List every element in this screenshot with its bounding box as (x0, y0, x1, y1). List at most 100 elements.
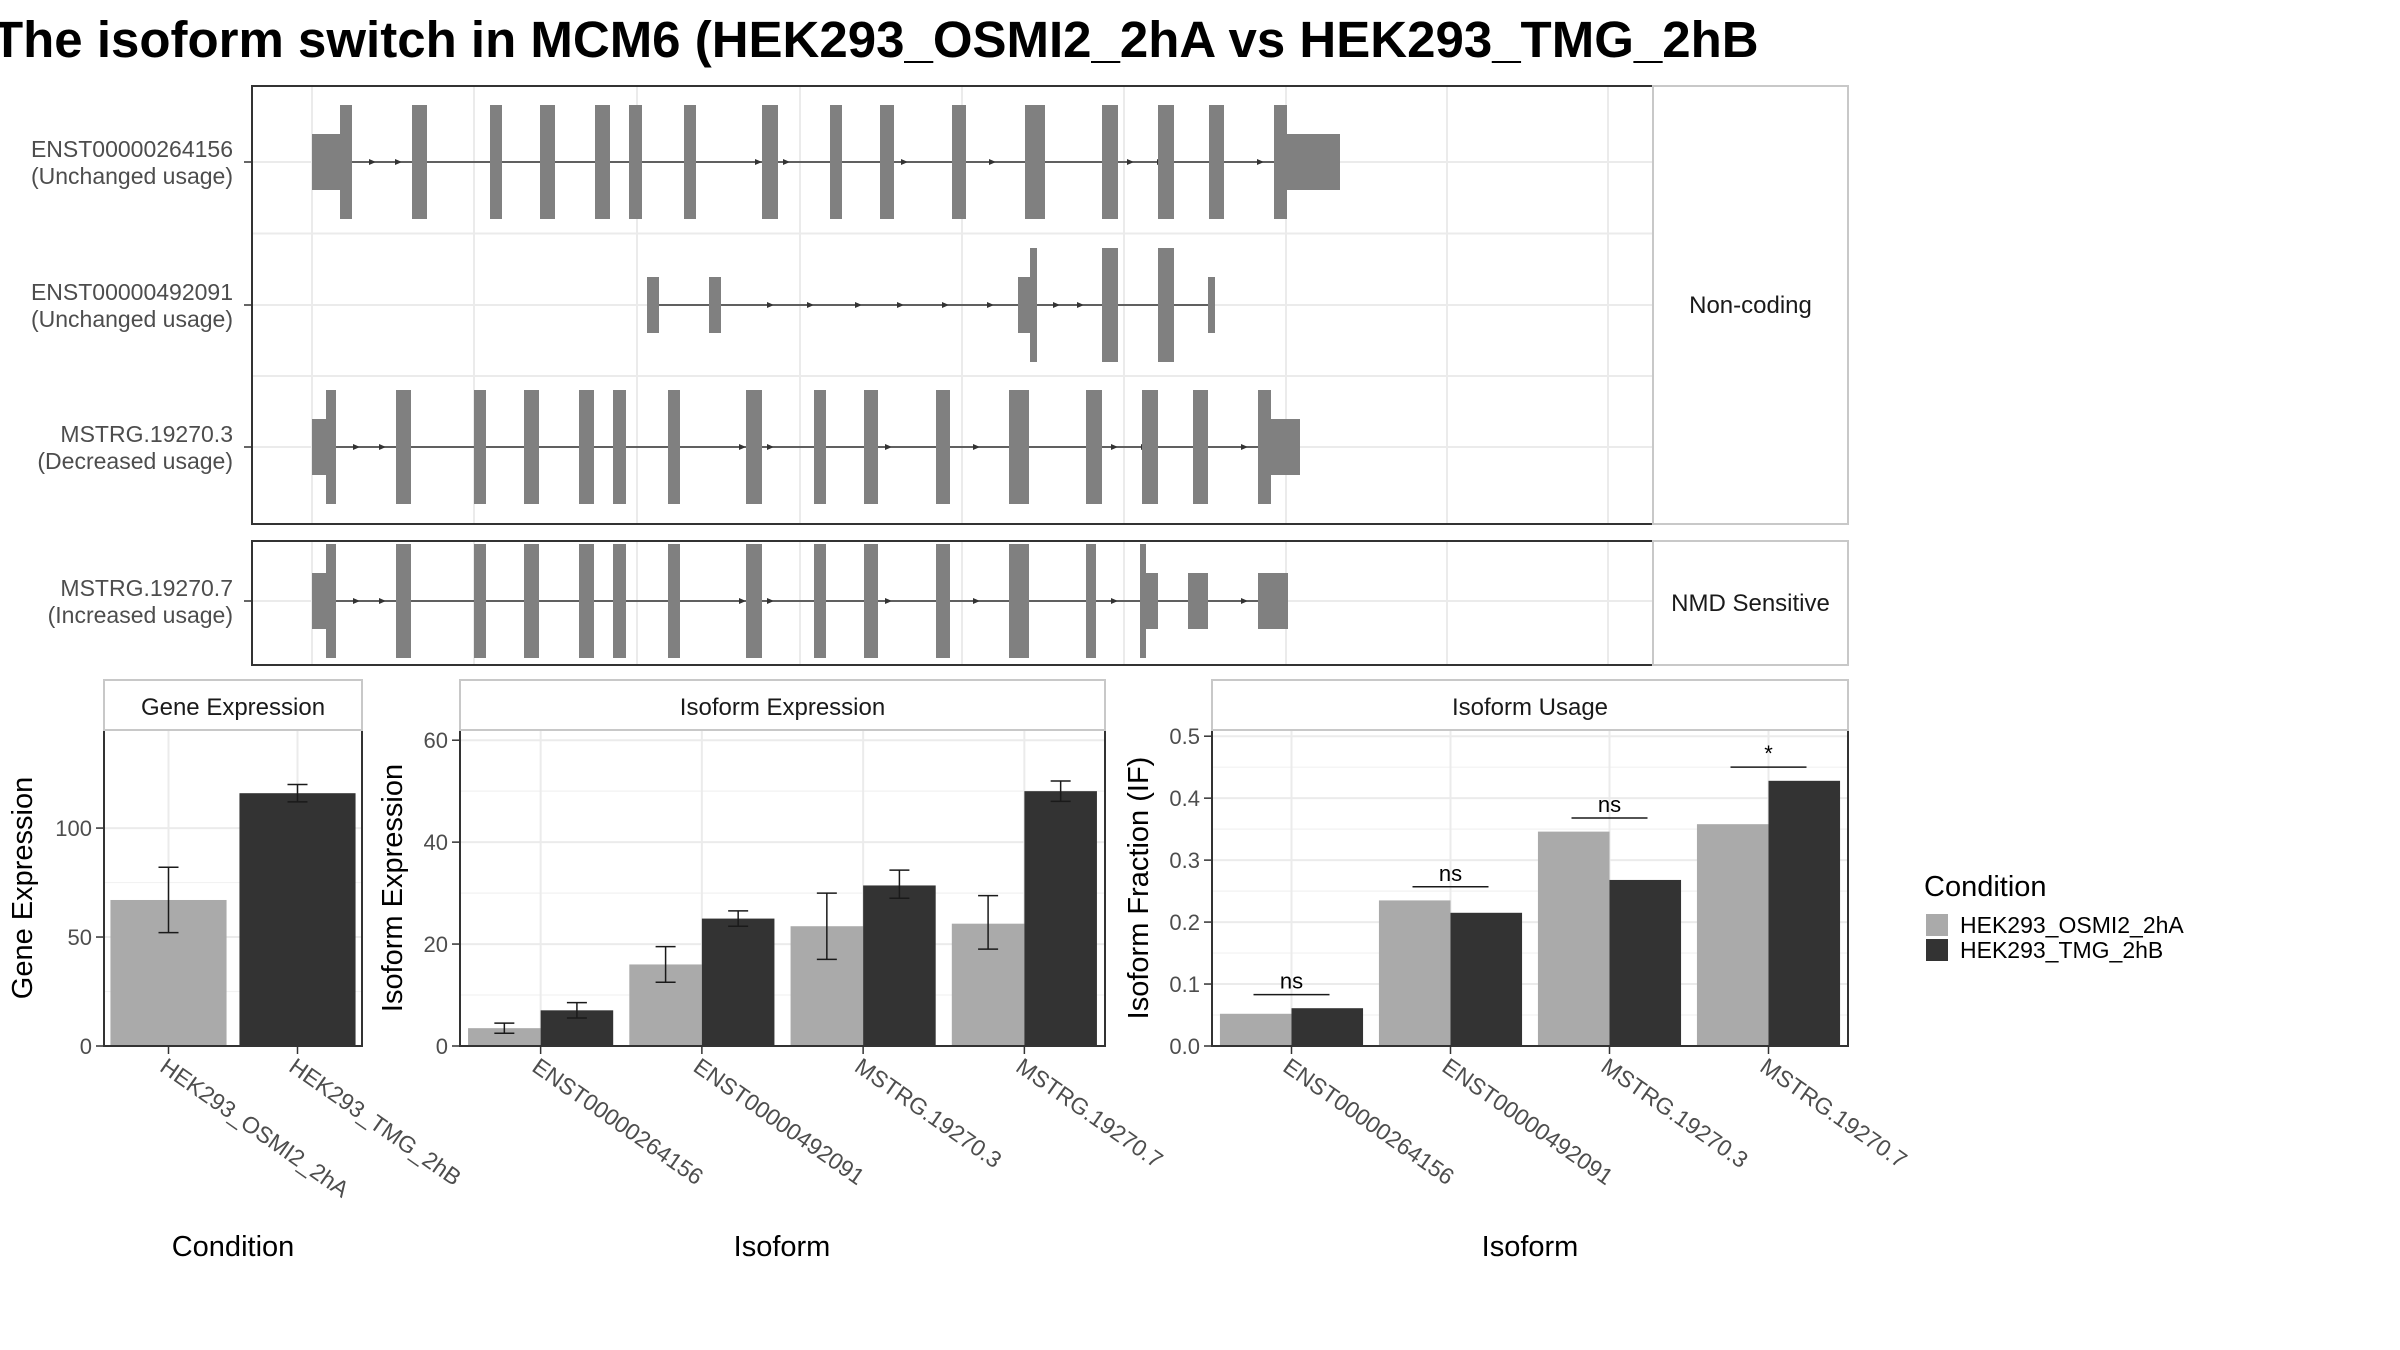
facet-strip (1652, 85, 1849, 525)
chart-strip (459, 679, 1106, 731)
isoform-usage-label: (Unchanged usage) (31, 163, 233, 189)
exon-block (864, 544, 878, 658)
y-tick-label: 0.5 (1169, 724, 1200, 749)
strand-arrow (885, 444, 892, 450)
strand-arrow (783, 159, 790, 165)
x-tick-label: ENST00000264156 (1279, 1053, 1459, 1190)
strand-arrow (1111, 598, 1118, 604)
exon-block (814, 390, 826, 504)
exon-block (668, 544, 680, 658)
strand-arrow (897, 302, 904, 308)
chart-strip (1211, 679, 1849, 731)
strand-arrow (942, 302, 949, 308)
y-tick-label: 60 (424, 728, 448, 753)
exon-block (864, 390, 878, 504)
y-tick-label: 40 (424, 830, 448, 855)
exon-block (936, 390, 950, 504)
strand-arrow (1127, 159, 1134, 165)
exon-block (1102, 105, 1118, 219)
exon-block (1188, 573, 1208, 629)
exon-block (1271, 419, 1300, 475)
strand-arrow (353, 444, 360, 450)
x-tick-label: ENST00000492091 (689, 1053, 869, 1190)
exon-block (524, 390, 539, 504)
strand-arrow (987, 302, 994, 308)
y-tick-label: 0.3 (1169, 848, 1200, 873)
x-tick-label: ENST00000264156 (528, 1053, 708, 1190)
exon-block (1086, 544, 1096, 658)
error-bar (494, 1022, 515, 1035)
strand-arrow (379, 444, 386, 450)
exon-block (1209, 105, 1224, 219)
strand-arrow (1077, 302, 1084, 308)
significance-label: ns (1280, 969, 1303, 994)
y-tick-label: 0 (436, 1034, 448, 1059)
isoform-usage-label: (Decreased usage) (37, 448, 233, 474)
strand-arrow (1241, 444, 1248, 450)
bar-hek293-tmg-2hb (1768, 780, 1841, 1046)
strand-arrow (885, 598, 892, 604)
strand-arrow (353, 598, 360, 604)
error-bar (889, 869, 910, 899)
exon-block (936, 544, 950, 658)
bar-hek293-tmg-2hb (701, 918, 775, 1046)
exon-block (1193, 390, 1208, 504)
exon-block (613, 390, 626, 504)
chart-title: Isoform Expression (680, 694, 885, 721)
exon-block (326, 544, 336, 658)
structure-group-1: NMD Sensitive (251, 540, 1849, 666)
error-bar (728, 910, 749, 927)
strand-arrow (755, 159, 762, 165)
x-tick-label: MSTRG.19270.3 (1597, 1053, 1753, 1173)
y-tick-label: 0.2 (1169, 910, 1200, 935)
bar-hek293-tmg-2hb (1609, 879, 1682, 1046)
legend-swatch (1926, 914, 1948, 936)
strand-arrow (739, 598, 746, 604)
bar-hek293-tmg-2hb (1291, 1008, 1364, 1046)
isoform-track (312, 390, 1300, 504)
error-bar (287, 783, 308, 803)
structure-panel-bg (252, 541, 1653, 665)
exon-block (312, 573, 326, 629)
y-tick-label: 0.0 (1169, 1034, 1200, 1059)
legend-title: Condition (1924, 871, 2047, 903)
bar-hek293-osmi2-2ha (1219, 1013, 1292, 1046)
significance-label: ns (1598, 792, 1621, 817)
strand-arrow (395, 159, 402, 165)
strand-arrow (973, 444, 980, 450)
bar-hek293-tmg-2hb (863, 885, 936, 1046)
strand-arrow (739, 444, 746, 450)
bar-hek293-tmg-2hb (1450, 912, 1523, 1046)
bar-hek293-osmi2-2ha (1537, 831, 1610, 1046)
chart-1: 0 20 40 60 Isoform Expression ENST00000264156… (377, 679, 1168, 1263)
strand-arrow (973, 598, 980, 604)
exon-block (312, 419, 326, 475)
isoform-track (647, 248, 1215, 362)
bar-hek293-tmg-2hb (239, 793, 356, 1046)
strand-arrow (1111, 444, 1118, 450)
strand-arrow (1241, 598, 1248, 604)
y-tick-label: 0 (80, 1034, 92, 1059)
strand-arrow (855, 302, 862, 308)
exon-block (952, 105, 966, 219)
exon-block (1158, 248, 1174, 362)
exon-block (412, 105, 427, 219)
exon-block (579, 544, 594, 658)
strand-arrow (767, 598, 774, 604)
exon-block (474, 544, 486, 658)
exon-block (1086, 390, 1102, 504)
x-tick-label: ENST00000492091 (1438, 1053, 1618, 1190)
exon-block (830, 105, 842, 219)
strand-arrow (767, 302, 774, 308)
exon-block (1102, 248, 1118, 362)
exon-block (396, 390, 411, 504)
bar-hek293-osmi2-2ha (468, 1028, 541, 1046)
legend-label: HEK293_OSMI2_2hA (1960, 912, 2184, 938)
y-axis-title: Isoform Expression (377, 764, 409, 1012)
isoform-usage-label: (Increased usage) (48, 602, 233, 628)
y-tick-label: 0.4 (1169, 786, 1200, 811)
chart-strip (103, 679, 363, 731)
